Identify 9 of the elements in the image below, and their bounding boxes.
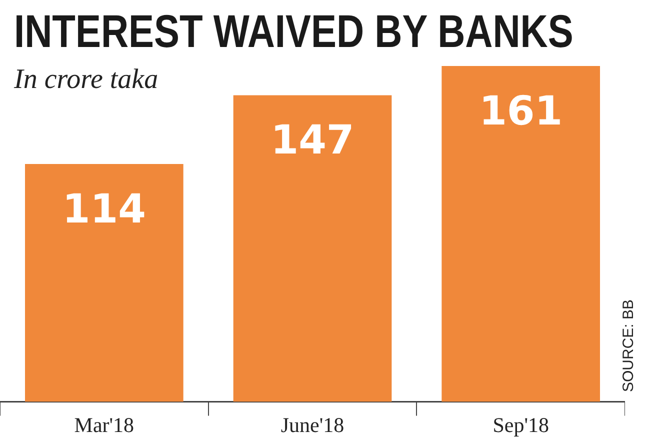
- x-tick-label: Mar'18: [74, 412, 134, 437]
- data-label: 147: [270, 118, 354, 164]
- chart-subtitle: In crore taka: [14, 64, 158, 96]
- data-label: 161: [479, 88, 563, 134]
- x-tick-label: Sep'18: [492, 412, 549, 437]
- annotation: SOURCE: BB: [620, 299, 637, 392]
- x-tick-label: June'18: [280, 412, 344, 437]
- chart-title: INTEREST WAIVED BY BANKS: [14, 4, 574, 58]
- data-label: 114: [62, 186, 146, 232]
